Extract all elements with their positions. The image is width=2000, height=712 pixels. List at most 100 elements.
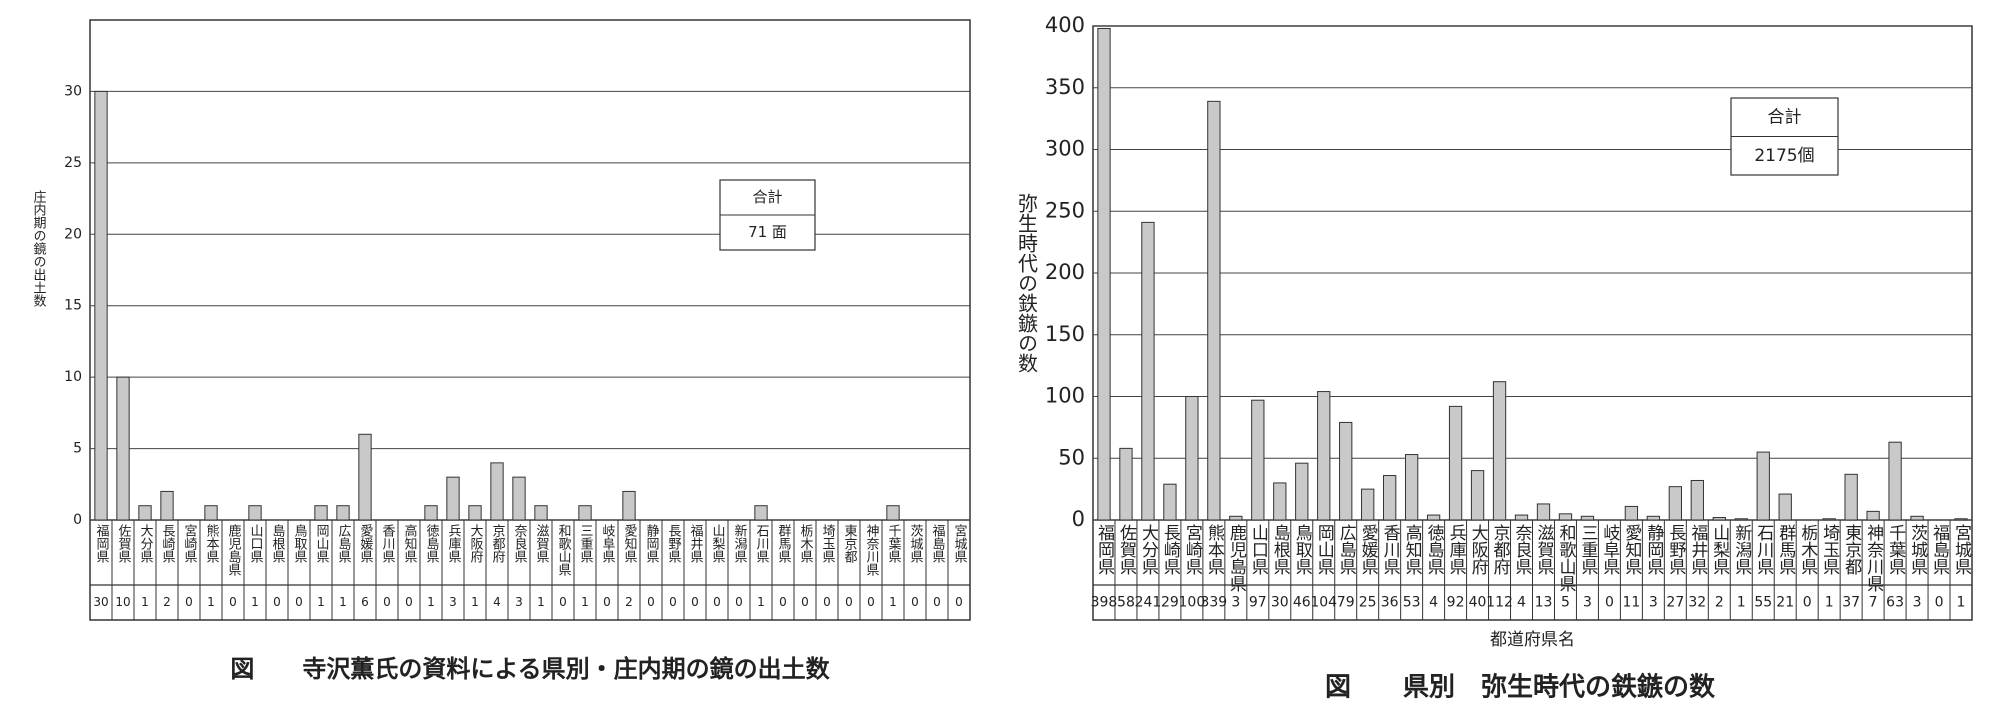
value-label: 1 — [251, 595, 259, 609]
x-tick-label: 大分県 — [138, 524, 154, 563]
x-tick-label: 神奈川県 — [1863, 524, 1884, 592]
y-axis-label: 弥生時代の鉄鏃の数 — [1015, 193, 1039, 373]
bar — [1383, 475, 1397, 521]
bar — [1185, 396, 1199, 521]
bar — [336, 505, 350, 521]
x-tick-label: 福岡県 — [94, 524, 110, 563]
x-tick-label: 東京都 — [1841, 524, 1862, 575]
bar — [1536, 503, 1551, 521]
y-axis-label: 庄内期の鏡の出土数 — [31, 189, 47, 307]
x-tick-label: 徳島県 — [424, 524, 440, 563]
x-tick-label: 静岡県 — [644, 524, 660, 563]
x-tick-label: 埼玉県 — [1819, 524, 1840, 575]
value-label: 0 — [911, 595, 919, 609]
bar — [1119, 447, 1133, 521]
y-tick-label: 50 — [1058, 445, 1085, 469]
x-tick-label: 鳥取県 — [1292, 524, 1313, 575]
value-label: 0 — [603, 595, 611, 609]
value-label: 0 — [559, 595, 567, 609]
value-label: 0 — [273, 595, 281, 609]
x-tick-label: 静岡県 — [1643, 524, 1664, 575]
bar — [160, 490, 174, 521]
value-label: 112 — [1486, 595, 1513, 611]
y-tick-label: 0 — [73, 512, 82, 528]
x-tick-label: 島根県 — [1270, 524, 1291, 575]
value-label: 1 — [471, 595, 479, 609]
value-label: 1 — [1737, 595, 1746, 611]
x-tick-label: 香川県 — [380, 524, 396, 563]
x-tick-label: 群馬県 — [776, 524, 792, 563]
x-tick-label: 大阪府 — [468, 524, 484, 564]
x-tick-label: 香川県 — [1380, 524, 1401, 575]
x-tick-label: 宮城県 — [952, 523, 968, 563]
bar — [1229, 515, 1243, 521]
value-label: 0 — [867, 595, 875, 609]
y-tick-label: 300 — [1045, 137, 1085, 161]
value-label: 36 — [1381, 595, 1399, 611]
x-tick-label: 佐賀県 — [116, 524, 132, 563]
value-label: 79 — [1337, 595, 1355, 611]
y-tick-label: 0 — [1072, 507, 1085, 531]
bar — [1317, 391, 1331, 521]
bar — [116, 376, 130, 521]
x-tick-label: 岡山県 — [314, 524, 330, 563]
x-tick-label: 千葉県 — [886, 524, 902, 563]
y-tick-label: 250 — [1045, 198, 1085, 222]
caption: 図 寺沢薫氏の資料による県別・庄内期の鏡の出土数 — [230, 655, 830, 683]
value-label: 92 — [1447, 595, 1465, 611]
x-tick-label: 山口県 — [1248, 524, 1269, 575]
y-tick-label: 150 — [1045, 322, 1085, 346]
bar — [1339, 421, 1353, 521]
value-label: 0 — [713, 595, 721, 609]
x-tick-label: 福島県 — [930, 524, 946, 563]
value-label: 4 — [1429, 595, 1438, 611]
value-label: 37 — [1842, 595, 1860, 611]
value-label: 0 — [405, 595, 413, 609]
x-tick-label: 福井県 — [688, 524, 704, 563]
bar — [1558, 513, 1573, 521]
total-label: 合計 — [1768, 107, 1802, 127]
x-tick-label: 和歌山県 — [1555, 524, 1576, 592]
value-label: 27 — [1666, 595, 1684, 611]
value-label: 10 — [115, 595, 130, 609]
x-tick-label: 神奈川県 — [864, 524, 880, 576]
bar — [1470, 470, 1485, 521]
x-tick-label: 長野県 — [666, 524, 682, 563]
value-label: 0 — [845, 595, 853, 609]
value-label: 0 — [1935, 595, 1944, 611]
bar — [1448, 405, 1463, 521]
value-label: 2 — [1715, 595, 1724, 611]
value-label: 6 — [361, 595, 369, 609]
value-label: 0 — [229, 595, 237, 609]
x-tick-label: 島根県 — [270, 524, 286, 563]
y-tick-label: 25 — [64, 155, 82, 171]
x-tick-label: 徳島県 — [1424, 524, 1445, 575]
x-tick-label: 高知県 — [402, 523, 418, 563]
x-tick-label: 茨城県 — [908, 524, 924, 563]
bar — [1734, 518, 1748, 521]
y-tick-label: 15 — [64, 298, 82, 314]
x-tick-label: 愛知県 — [622, 524, 638, 563]
value-label: 3 — [1649, 595, 1658, 611]
y-tick-label: 400 — [1045, 13, 1085, 37]
value-label: 0 — [735, 595, 743, 609]
value-label: 339 — [1200, 595, 1227, 611]
value-label: 97 — [1249, 595, 1267, 611]
value-label: 0 — [955, 595, 963, 609]
value-label: 29 — [1161, 595, 1179, 611]
value-label: 1 — [537, 595, 545, 609]
value-label: 1 — [339, 595, 347, 609]
x-tick-label: 佐賀県 — [1116, 524, 1137, 575]
bar — [1668, 486, 1682, 521]
bar — [1844, 473, 1858, 521]
x-tick-label: 鹿児島県 — [1226, 524, 1247, 592]
bar — [1690, 479, 1704, 521]
bar — [1822, 518, 1836, 521]
bar — [1097, 27, 1111, 521]
y-tick-label: 200 — [1045, 260, 1085, 284]
bar — [886, 505, 900, 521]
y-tick-label: 20 — [64, 226, 82, 242]
bar — [1141, 221, 1155, 521]
y-tick-label: 30 — [64, 83, 82, 99]
